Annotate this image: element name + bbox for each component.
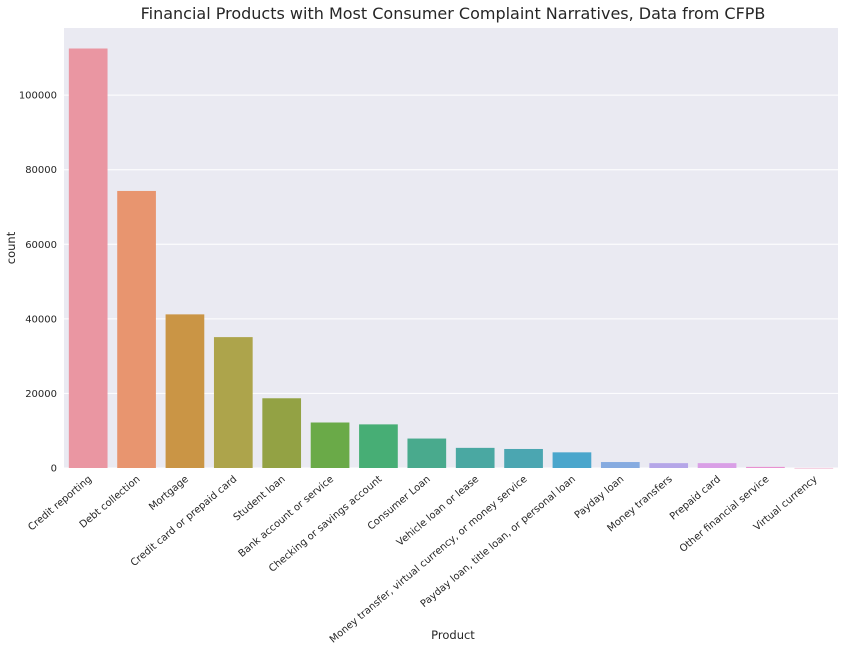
x-tick-label: Bank account or service — [237, 474, 336, 560]
y-tick-label: 80000 — [25, 165, 57, 176]
bar-0 — [68, 48, 108, 468]
x-tick-label: Mortgage — [147, 474, 191, 513]
bar-2 — [165, 314, 205, 468]
x-tick-label: Other financial service — [678, 474, 772, 555]
bar-1 — [117, 190, 156, 468]
x-tick-label: Credit card or prepaid card — [129, 474, 239, 569]
y-axis-label: count — [4, 231, 18, 264]
bar-7 — [407, 438, 447, 468]
bar-13 — [697, 463, 737, 468]
y-tick-label: 60000 — [25, 240, 57, 251]
bar-8 — [455, 447, 495, 468]
x-axis-label: Product — [431, 628, 475, 642]
bar-15 — [794, 467, 834, 469]
bar-5 — [310, 422, 350, 468]
y-tick-label: 20000 — [25, 389, 57, 400]
y-tick-label: 0 — [51, 464, 57, 475]
bar-6 — [359, 424, 398, 468]
chart-title: Financial Products with Most Consumer Co… — [141, 4, 766, 23]
y-tick-label: 100000 — [19, 91, 57, 102]
y-tick-labels: 0 20000 40000 60000 80000 100000 — [19, 91, 57, 475]
bar-4 — [262, 398, 302, 468]
bars — [68, 48, 834, 469]
bar-3 — [213, 337, 253, 468]
x-tick-label: Vehicle loan or lease — [395, 474, 481, 549]
y-tick-label: 40000 — [25, 314, 57, 325]
bar-9 — [504, 448, 543, 468]
bar-11 — [600, 462, 640, 468]
bar-14 — [746, 466, 785, 468]
bar-12 — [649, 463, 689, 468]
bar-10 — [552, 452, 592, 468]
